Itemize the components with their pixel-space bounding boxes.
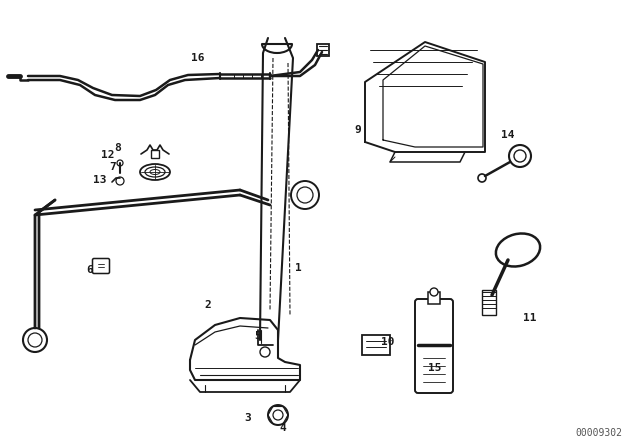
Text: 4: 4 — [280, 423, 286, 433]
Text: 6: 6 — [86, 265, 93, 275]
Text: 11: 11 — [524, 313, 537, 323]
Text: 00009302: 00009302 — [575, 428, 622, 438]
Text: 5: 5 — [255, 331, 261, 341]
Circle shape — [117, 160, 123, 166]
Text: 2: 2 — [205, 300, 211, 310]
Bar — [362, 335, 390, 355]
Text: 12: 12 — [101, 150, 115, 160]
Text: 15: 15 — [428, 363, 442, 373]
Text: 3: 3 — [244, 413, 252, 423]
Text: 7: 7 — [109, 162, 116, 172]
Bar — [151, 150, 159, 158]
Text: 14: 14 — [501, 130, 515, 140]
Text: 16: 16 — [191, 53, 205, 63]
Text: 8: 8 — [115, 143, 122, 153]
Bar — [482, 290, 496, 315]
Text: 13: 13 — [93, 175, 107, 185]
Text: 9: 9 — [355, 125, 362, 135]
Circle shape — [430, 288, 438, 296]
Text: 10: 10 — [381, 337, 395, 347]
Text: 1: 1 — [294, 263, 301, 273]
Bar — [317, 44, 329, 56]
FancyBboxPatch shape — [93, 258, 109, 273]
Circle shape — [478, 174, 486, 182]
Bar — [428, 292, 440, 304]
FancyBboxPatch shape — [415, 299, 453, 393]
